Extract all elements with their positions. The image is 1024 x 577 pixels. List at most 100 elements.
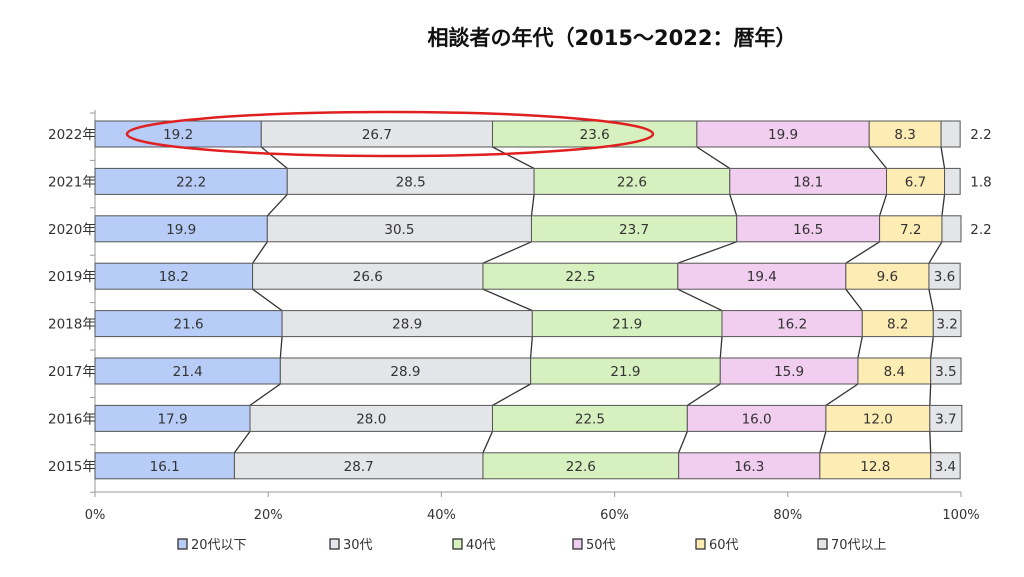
series-line: [929, 383, 932, 406]
series-line: [729, 194, 738, 217]
bar-segment: [677, 262, 847, 290]
legend-swatch: [452, 538, 463, 550]
bar-segment: [491, 404, 688, 432]
bar-segment: [482, 452, 680, 480]
series-line: [686, 383, 721, 406]
data-label: 22.5: [575, 411, 605, 427]
data-label: 28.9: [390, 364, 420, 380]
data-label: 3.2: [936, 317, 957, 333]
series-line: [678, 431, 688, 454]
bar-segment: [928, 262, 961, 290]
legend-label: 70代以上: [831, 538, 887, 553]
highlight-ellipse: [125, 110, 655, 158]
category-label: 2022年: [48, 127, 96, 143]
data-label: 7.2: [900, 222, 921, 238]
x-tick-label: 80%: [773, 508, 802, 523]
bar-segment: [940, 120, 961, 148]
data-label: 16.5: [793, 222, 823, 238]
series-line: [249, 383, 281, 406]
series-line: [878, 194, 888, 217]
data-label: 18.1: [793, 174, 823, 190]
category-label: 2019年: [48, 269, 96, 285]
legend-swatch: [177, 538, 188, 550]
x-tick-label: 0%: [85, 508, 106, 523]
data-label: 23.7: [619, 222, 649, 238]
series-line: [492, 383, 531, 406]
category-label: 2015年: [48, 459, 96, 475]
data-label: 19.9: [768, 127, 798, 143]
bar-segment: [533, 167, 731, 195]
data-label: 23.6: [580, 127, 610, 143]
series-line: [482, 288, 533, 312]
series-line: [928, 289, 934, 311]
bar-segment: [929, 404, 963, 432]
category-label: 2020年: [48, 222, 96, 238]
data-label: 17.9: [157, 411, 187, 427]
legend-swatch: [329, 538, 340, 550]
series-line: [530, 194, 535, 216]
series-line: [252, 288, 283, 312]
bar-segment: [260, 120, 493, 148]
data-label: 16.2: [777, 317, 807, 333]
bar-segment: [266, 215, 532, 243]
data-label: 26.6: [353, 269, 383, 285]
legend-label: 50代: [586, 538, 616, 553]
category-label: 2018年: [48, 317, 96, 333]
data-label: 6.7: [905, 174, 926, 190]
x-tick-label: 40%: [427, 508, 456, 523]
series-line: [930, 336, 934, 359]
series-line: [260, 146, 288, 169]
series-line: [696, 146, 731, 169]
bar-segment: [930, 452, 961, 480]
legend-label: 60代: [709, 538, 739, 553]
series-line: [266, 193, 288, 217]
legend-label: 30代: [343, 538, 373, 553]
data-label: 15.9: [774, 364, 804, 380]
bar-segment: [861, 310, 934, 338]
data-label: 8.4: [884, 364, 905, 380]
series-line: [857, 336, 863, 359]
data-label: 12.8: [860, 459, 890, 475]
bar-segment: [736, 215, 881, 243]
bar-segment: [845, 262, 930, 290]
bar-segment: [886, 167, 946, 195]
bar-segment: [719, 357, 859, 385]
legend-swatch: [572, 538, 583, 550]
bar-segment: [94, 452, 235, 480]
series-line: [825, 383, 859, 406]
series-line: [529, 336, 533, 359]
series-line: [719, 336, 723, 359]
bar-segment: [482, 262, 679, 290]
data-label: 16.1: [150, 459, 180, 475]
series-line: [928, 241, 943, 264]
data-label: 21.4: [173, 364, 203, 380]
data-label: 16.0: [742, 411, 772, 427]
series-line: [868, 146, 888, 169]
data-label: 3.4: [935, 459, 956, 475]
x-tick-label: 100%: [942, 508, 979, 523]
bar-segment: [941, 215, 962, 243]
series-line: [482, 241, 532, 264]
bar-segment: [94, 404, 251, 432]
series-line: [482, 431, 494, 454]
data-label: 28.9: [392, 317, 422, 333]
bar-segment: [819, 452, 932, 480]
chart-title: 相談者の年代（2015〜2022：暦年）: [427, 26, 797, 50]
category-label: 2017年: [48, 364, 96, 380]
data-label: 3.6: [934, 269, 955, 285]
bar-segment: [279, 357, 532, 385]
data-label: 19.4: [747, 269, 777, 285]
series-line: [677, 288, 723, 312]
data-label: 21.6: [173, 317, 203, 333]
data-label: 9.6: [877, 269, 898, 285]
series-line: [929, 431, 932, 453]
series-line: [677, 241, 737, 264]
legend-label: 40代: [466, 538, 496, 553]
bar-segment: [825, 404, 931, 432]
bar-segment: [930, 357, 962, 385]
x-tick-label: 60%: [600, 508, 629, 523]
bar-segment: [932, 310, 962, 338]
series-line: [941, 194, 946, 216]
data-label: 26.7: [362, 127, 392, 143]
